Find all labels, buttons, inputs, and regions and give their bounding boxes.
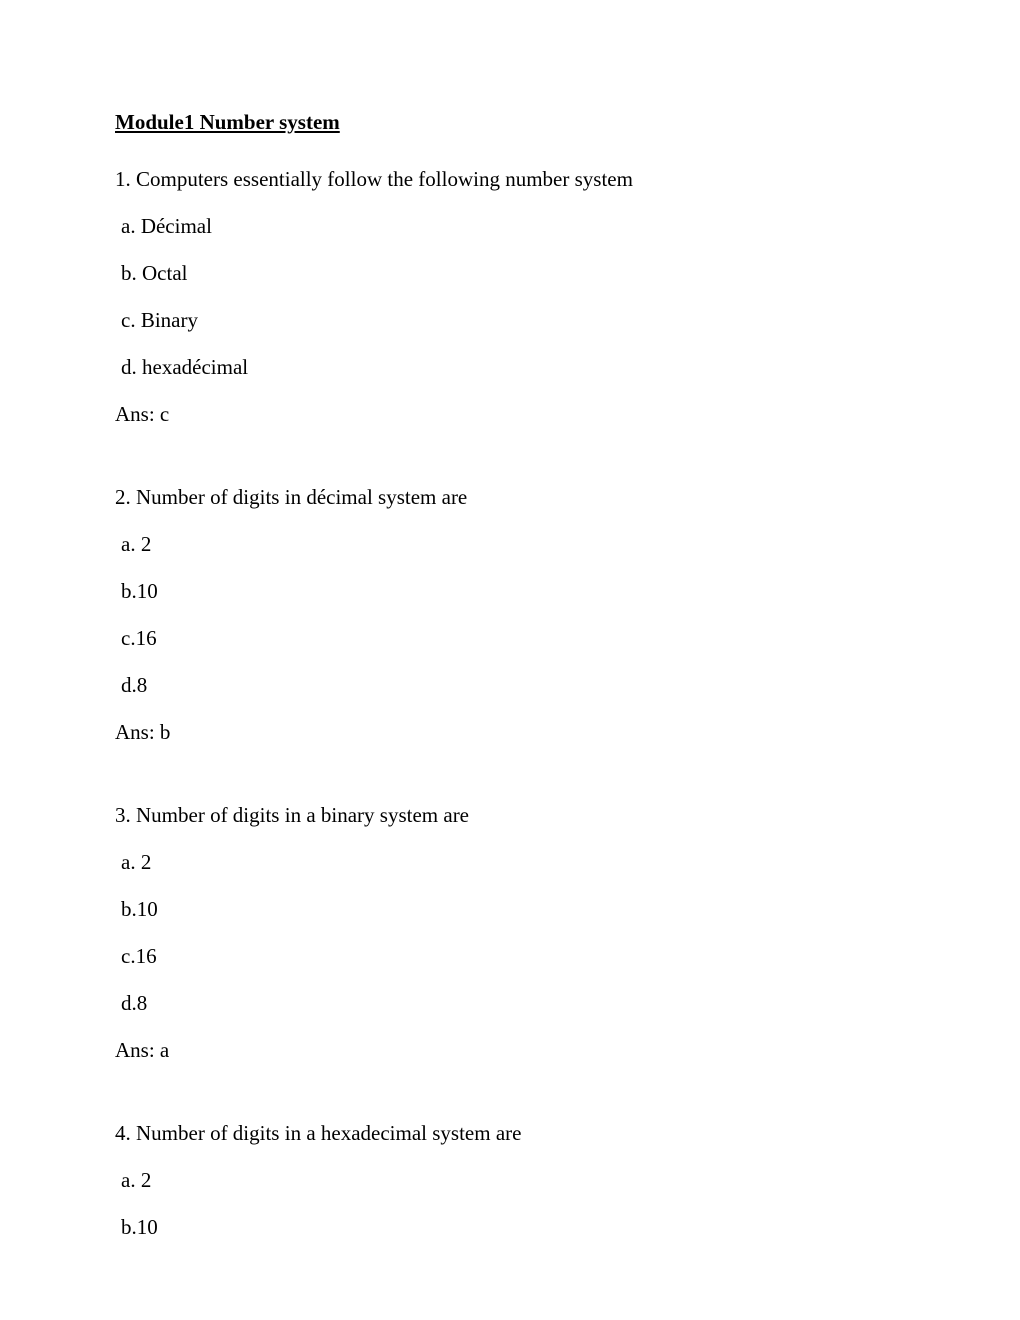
question-option: c.16 — [115, 944, 905, 969]
question-answer: Ans: c — [115, 402, 905, 427]
document-page: Module1 Number system 1. Computers essen… — [0, 0, 1020, 1240]
question-prompt: 1. Computers essentially follow the foll… — [115, 167, 905, 192]
module-title: Module1 Number system — [115, 110, 905, 135]
question-option: d.8 — [115, 673, 905, 698]
question-option: a. Décimal — [115, 214, 905, 239]
question-prompt: 2. Number of digits in décimal system ar… — [115, 485, 905, 510]
question-answer: Ans: b — [115, 720, 905, 745]
question-answer: Ans: a — [115, 1038, 905, 1063]
question-option: a. 2 — [115, 532, 905, 557]
question-option: c. Binary — [115, 308, 905, 333]
question-prompt: 3. Number of digits in a binary system a… — [115, 803, 905, 828]
question-option: b.10 — [115, 897, 905, 922]
question-option: b. Octal — [115, 261, 905, 286]
question-option: a. 2 — [115, 1168, 905, 1193]
question-option: b.10 — [115, 579, 905, 604]
question-option: d.8 — [115, 991, 905, 1016]
question-option: c.16 — [115, 626, 905, 651]
spacer — [115, 1085, 905, 1121]
question-option: d. hexadécimal — [115, 355, 905, 380]
spacer — [115, 449, 905, 485]
question-option: b.10 — [115, 1215, 905, 1240]
spacer — [115, 767, 905, 803]
question-option: a. 2 — [115, 850, 905, 875]
question-prompt: 4. Number of digits in a hexadecimal sys… — [115, 1121, 905, 1146]
